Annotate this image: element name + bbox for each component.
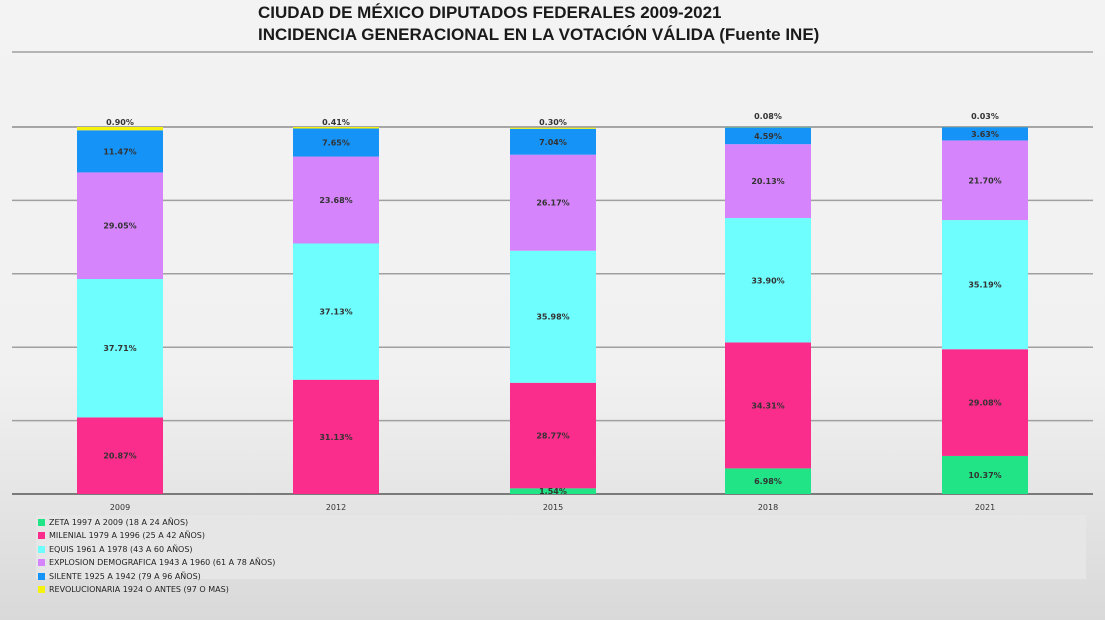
bar-segment — [510, 488, 596, 494]
data-label: 37.71% — [103, 344, 136, 353]
legend-item: EXPLOSION DEMOGRAFICA 1943 A 1960 (61 A … — [38, 557, 275, 569]
data-label: 0.30% — [539, 118, 567, 127]
x-tick-label: 2018 — [758, 503, 778, 512]
data-label: 23.68% — [319, 196, 352, 205]
legend-item: REVOLUCIONARIA 1924 O ANTES (97 O MAS) — [38, 584, 229, 596]
bar-segment — [510, 127, 596, 129]
data-label: 0.90% — [106, 118, 134, 127]
bar-segment — [293, 128, 379, 157]
bar-segment — [725, 144, 811, 219]
bar-segment — [77, 172, 163, 280]
data-label: 0.03% — [971, 112, 999, 121]
legend-label: ZETA 1997 A 2009 (18 A 24 AÑOS) — [49, 517, 189, 527]
legend-swatch — [38, 518, 45, 526]
data-label: 20.87% — [103, 452, 136, 461]
chart-title-line-1: CIUDAD DE MÉXICO DIPUTADOS FEDERALES 200… — [258, 3, 722, 22]
stacked-bar-chart: 20.87% 37.71% 29.05% 11.47% 0.90% 31.13% 37.13… — [12, 51, 1093, 512]
data-label: 0.41% — [322, 118, 350, 127]
data-label: 34.31% — [751, 401, 784, 410]
data-label: 29.05% — [103, 222, 136, 231]
bar-segment — [77, 417, 163, 494]
bar-segment — [293, 127, 379, 129]
bar-segment — [77, 279, 163, 418]
legend-label: SILENTE 1925 A 1942 (79 A 96 AÑOS) — [49, 571, 201, 581]
x-tick-label: 2009 — [110, 503, 130, 512]
bar-segment — [942, 140, 1028, 221]
legend-item: ZETA 1997 A 2009 (18 A 24 AÑOS) — [38, 516, 188, 528]
legend-label: MILENIAL 1979 A 1996 (25 A 42 AÑOS) — [49, 531, 205, 540]
bar-segment — [942, 220, 1028, 350]
data-label: 6.98% — [754, 477, 782, 486]
data-label: 7.65% — [322, 139, 350, 148]
bar-segment — [942, 127, 1028, 141]
gridlines — [12, 51, 1093, 495]
data-labels: 20.87% 37.71% 29.05% 11.47% 0.90% 31.13% 37.13… — [103, 112, 1001, 496]
bar-segment — [510, 250, 596, 383]
data-label: 33.90% — [751, 276, 784, 285]
bar-segment — [293, 156, 379, 244]
data-label: 35.19% — [968, 281, 1001, 290]
data-label: 0.08% — [754, 112, 782, 121]
bar-segment — [293, 379, 379, 494]
chart-title: CIUDAD DE MÉXICO DIPUTADOS FEDERALES 200… — [258, 2, 819, 46]
chart-title-line-2: INCIDENCIA GENERACIONAL EN LA VOTACIÓN V… — [258, 25, 820, 44]
data-label: 11.47% — [103, 147, 136, 156]
data-label: 7.04% — [539, 138, 567, 147]
bar-segment — [510, 382, 596, 489]
data-label: 28.77% — [536, 432, 569, 441]
data-label: 37.13% — [319, 308, 352, 317]
data-label: 20.13% — [751, 177, 784, 186]
x-tick-label: 2015 — [543, 503, 563, 512]
legend-swatch — [38, 532, 45, 539]
legend-swatch — [38, 572, 45, 580]
bar-segment — [942, 349, 1028, 456]
data-label: 1.54% — [539, 487, 567, 496]
bar-segment — [293, 243, 379, 380]
bar-segment — [725, 127, 811, 145]
bars — [77, 127, 1028, 494]
legend-swatch — [38, 545, 45, 553]
data-label: 35.98% — [536, 313, 569, 322]
data-label: 29.08% — [968, 399, 1001, 408]
bar-segment — [77, 130, 163, 173]
bar-segment — [77, 127, 163, 131]
x-tick-label: 2012 — [326, 503, 346, 512]
legend-item: EQUIS 1961 A 1978 (43 A 60 AÑOS) — [38, 543, 193, 555]
bar-segment — [725, 218, 811, 343]
legend-label: EQUIS 1961 A 1978 (43 A 60 AÑOS) — [49, 544, 193, 554]
data-label: 10.37% — [968, 471, 1001, 480]
legend-label: EXPLOSION DEMOGRAFICA 1943 A 1960 (61 A … — [49, 558, 276, 567]
bar-segment — [725, 342, 811, 469]
chart-legend: ZETA 1997 A 2009 (18 A 24 AÑOS) MILENIAL … — [36, 515, 1086, 594]
data-label: 26.17% — [536, 199, 569, 208]
data-label: 21.70% — [968, 176, 1001, 185]
bar-segment — [510, 128, 596, 155]
data-label: 4.59% — [754, 132, 782, 141]
bar-segment — [942, 455, 1028, 494]
bar-segment — [725, 468, 811, 494]
legend-swatch — [38, 559, 45, 566]
data-label: 31.13% — [319, 433, 352, 442]
legend-label: REVOLUCIONARIA 1924 O ANTES (97 O MAS) — [49, 585, 229, 594]
data-label: 3.63% — [971, 130, 999, 139]
legend-item: MILENIAL 1979 A 1996 (25 A 42 AÑOS) — [38, 530, 205, 542]
legend-swatch — [38, 586, 45, 593]
legend-item: SILENTE 1925 A 1942 (79 A 96 AÑOS) — [38, 570, 201, 582]
bar-segment — [510, 154, 596, 251]
x-tick-label: 2021 — [975, 503, 995, 512]
